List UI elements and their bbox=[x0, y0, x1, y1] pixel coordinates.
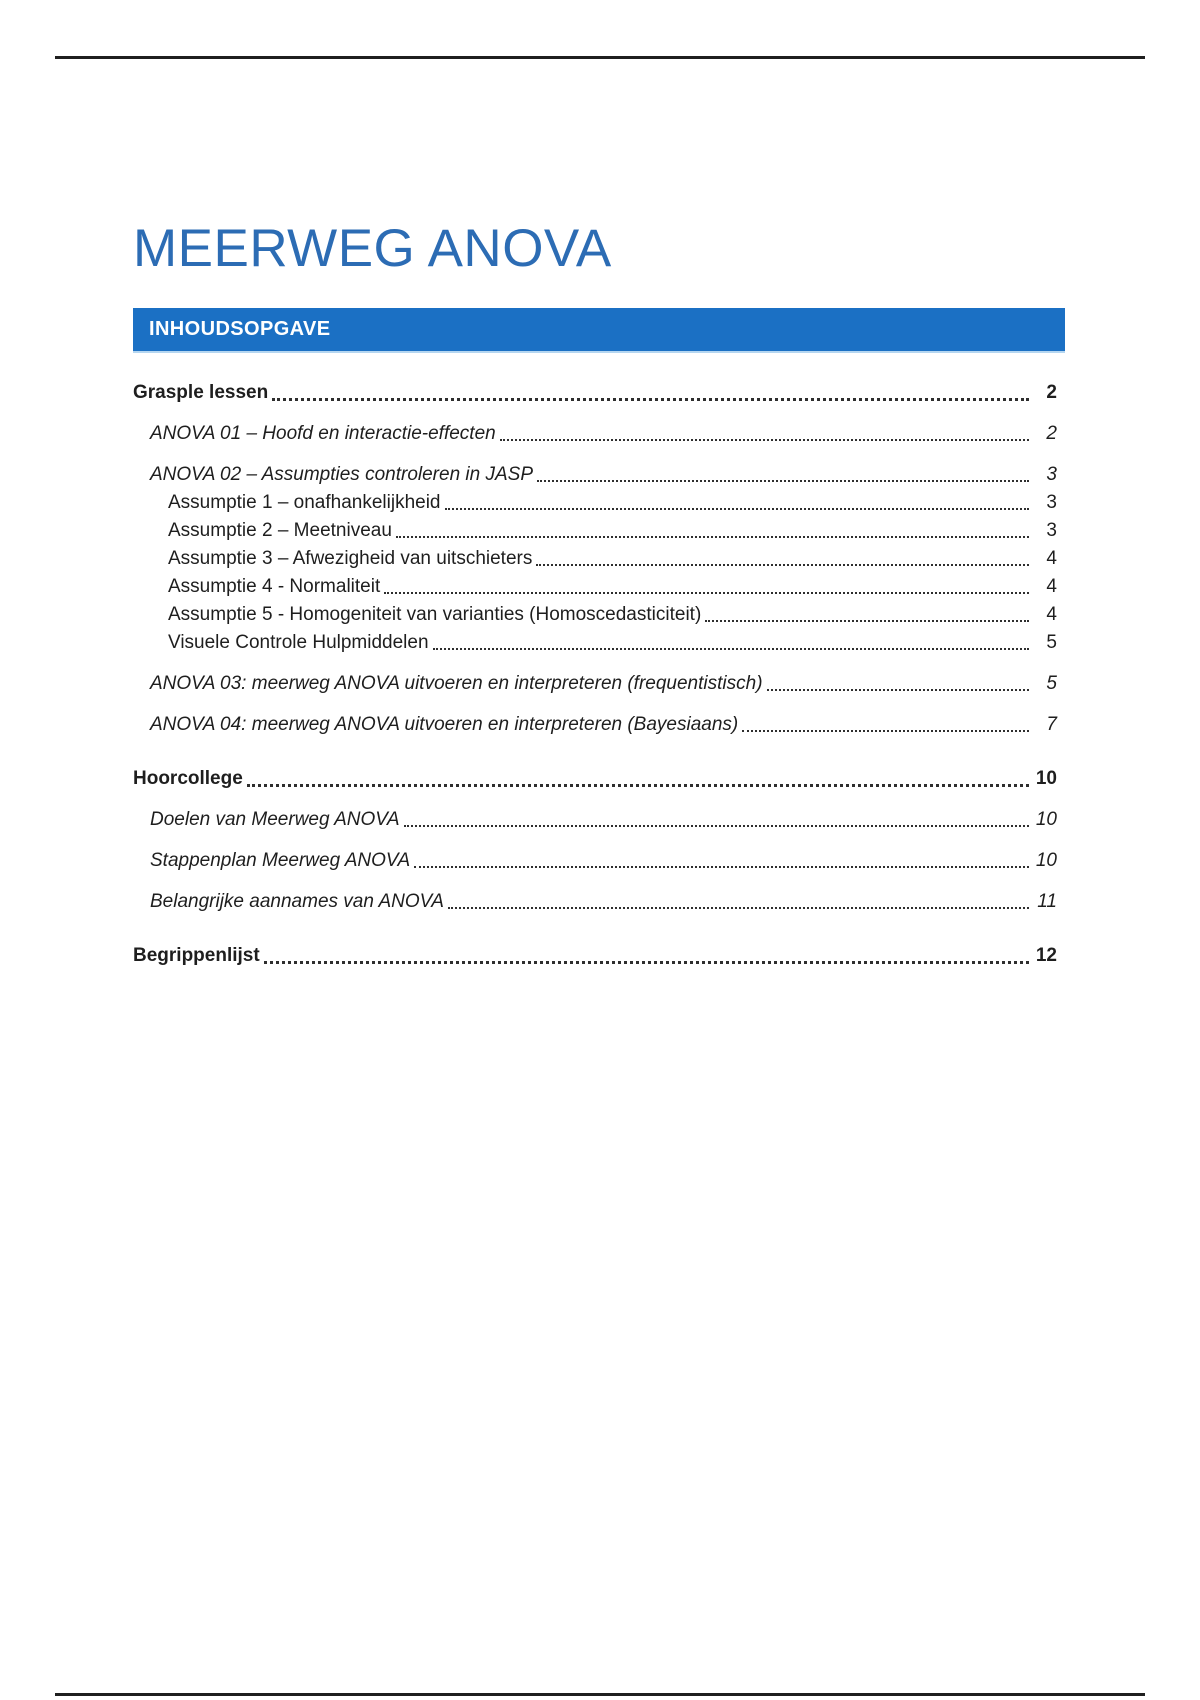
toc-entry-label: Belangrijke aannames van ANOVA bbox=[150, 891, 444, 912]
toc-entry-page-number: 10 bbox=[1035, 768, 1057, 789]
toc-entry-label: Visuele Controle Hulpmiddelen bbox=[168, 632, 429, 653]
bottom-rule bbox=[55, 1693, 1145, 1696]
toc-dot-leader bbox=[705, 620, 1029, 622]
toc-entry: ANOVA 03: meerweg ANOVA uitvoeren en int… bbox=[133, 671, 1057, 697]
toc-dot-leader bbox=[447, 907, 1029, 909]
toc-dot-leader bbox=[536, 564, 1029, 566]
toc-dot-leader bbox=[766, 689, 1029, 691]
toc-entry-page-number: 5 bbox=[1046, 632, 1057, 653]
toc-entry-page-number: 3 bbox=[1046, 520, 1057, 541]
table-of-contents: Grasple lessen 2 ANOVA 01 – Hoofd en int… bbox=[133, 380, 1065, 969]
toc-dot-leader bbox=[395, 536, 1029, 538]
toc-entry: Grasple lessen 2 bbox=[133, 380, 1057, 406]
toc-entry: ANOVA 01 – Hoofd en interactie-effecten … bbox=[133, 421, 1057, 447]
toc-entry-label: ANOVA 01 – Hoofd en interactie-effecten bbox=[150, 423, 496, 444]
toc-entry-page-number: 2 bbox=[1046, 423, 1057, 444]
toc-header-banner: INHOUDSOPGAVE bbox=[133, 308, 1065, 353]
toc-dot-leader bbox=[742, 730, 1029, 732]
toc-entry-page-number: 5 bbox=[1046, 673, 1057, 694]
toc-entry-label: ANOVA 04: meerweg ANOVA uitvoeren en int… bbox=[150, 714, 739, 735]
toc-entry: ANOVA 04: meerweg ANOVA uitvoeren en int… bbox=[133, 712, 1057, 738]
toc-entry-page-number: 3 bbox=[1046, 492, 1057, 513]
toc-dot-leader bbox=[384, 592, 1029, 594]
toc-entry: Assumptie 3 – Afwezigheid van uitschiete… bbox=[133, 546, 1057, 572]
toc-entry-label: Stappenplan Meerweg ANOVA bbox=[150, 850, 411, 871]
toc-entry-label: Assumptie 4 - Normaliteit bbox=[168, 576, 381, 597]
toc-dot-leader bbox=[537, 480, 1029, 482]
toc-dot-leader bbox=[499, 439, 1029, 441]
toc-entry-label: ANOVA 03: meerweg ANOVA uitvoeren en int… bbox=[150, 673, 763, 694]
page-content: MEERWEG ANOVA INHOUDSOPGAVE Grasple less… bbox=[133, 0, 1065, 969]
toc-dot-leader bbox=[272, 398, 1029, 401]
toc-dot-leader bbox=[403, 825, 1029, 827]
toc-entry: Stappenplan Meerweg ANOVA 10 bbox=[133, 848, 1057, 874]
toc-dot-leader bbox=[444, 508, 1029, 510]
toc-dot-leader bbox=[414, 866, 1029, 868]
toc-entry-label: Grasple lessen bbox=[133, 382, 269, 403]
toc-entry-page-number: 11 bbox=[1037, 891, 1057, 912]
toc-entry-label: Assumptie 1 – onafhankelijkheid bbox=[168, 492, 441, 513]
toc-entry: ANOVA 02 – Assumpties controleren in JAS… bbox=[133, 462, 1057, 488]
toc-entry-page-number: 4 bbox=[1046, 576, 1057, 597]
toc-entry-label: Assumptie 5 - Homogeniteit van variantie… bbox=[168, 604, 702, 625]
toc-dot-leader bbox=[246, 784, 1029, 787]
toc-entry-page-number: 12 bbox=[1035, 945, 1057, 966]
toc-entry-page-number: 2 bbox=[1046, 382, 1057, 403]
toc-entry-page-number: 10 bbox=[1035, 809, 1057, 830]
toc-entry-label: Doelen van Meerweg ANOVA bbox=[150, 809, 400, 830]
toc-dot-leader bbox=[263, 961, 1029, 964]
toc-entry-label: Assumptie 2 – Meetniveau bbox=[168, 520, 392, 541]
top-rule bbox=[55, 56, 1145, 59]
toc-entry-page-number: 10 bbox=[1035, 850, 1057, 871]
toc-entry: Belangrijke aannames van ANOVA 11 bbox=[133, 889, 1057, 915]
page-title: MEERWEG ANOVA bbox=[133, 219, 612, 278]
toc-entry: Doelen van Meerweg ANOVA 10 bbox=[133, 807, 1057, 833]
toc-entry-page-number: 7 bbox=[1046, 714, 1057, 735]
toc-entry-label: ANOVA 02 – Assumpties controleren in JAS… bbox=[150, 464, 533, 485]
toc-entry: Assumptie 4 - Normaliteit 4 bbox=[133, 574, 1057, 600]
toc-entry: Assumptie 1 – onafhankelijkheid 3 bbox=[133, 490, 1057, 516]
toc-entry-page-number: 3 bbox=[1046, 464, 1057, 485]
toc-entry: Visuele Controle Hulpmiddelen 5 bbox=[133, 630, 1057, 656]
toc-entry: Assumptie 2 – Meetniveau 3 bbox=[133, 518, 1057, 544]
toc-entry-label: Hoorcollege bbox=[133, 768, 243, 789]
toc-entry: Assumptie 5 - Homogeniteit van variantie… bbox=[133, 602, 1057, 628]
toc-entry: Begrippenlijst 12 bbox=[133, 943, 1057, 969]
toc-dot-leader bbox=[432, 648, 1029, 650]
toc-entry-label: Assumptie 3 – Afwezigheid van uitschiete… bbox=[168, 548, 533, 569]
toc-header-label: INHOUDSOPGAVE bbox=[149, 318, 331, 340]
toc-entry: Hoorcollege 10 bbox=[133, 766, 1057, 792]
toc-entry-page-number: 4 bbox=[1046, 548, 1057, 569]
toc-entry-page-number: 4 bbox=[1046, 604, 1057, 625]
toc-entry-label: Begrippenlijst bbox=[133, 945, 260, 966]
